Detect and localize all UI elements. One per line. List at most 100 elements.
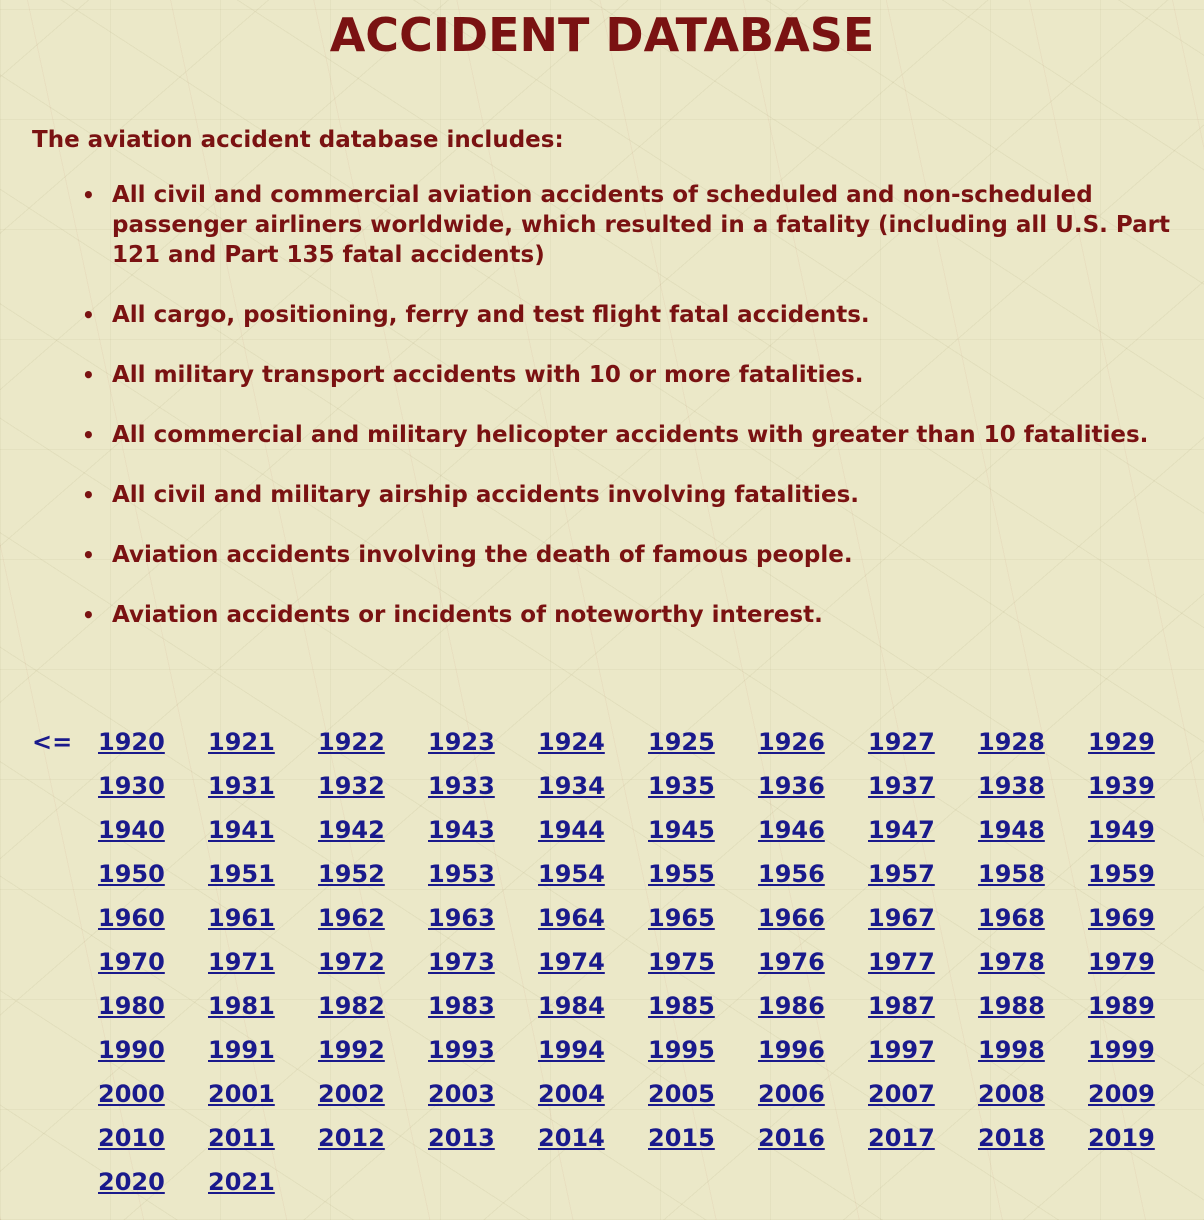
year-link-1924[interactable]: 1924 [538, 728, 605, 756]
year-link-2002[interactable]: 2002 [318, 1080, 385, 1108]
year-link-1954[interactable]: 1954 [538, 860, 605, 888]
year-link-1949[interactable]: 1949 [1088, 816, 1155, 844]
year-link-1994[interactable]: 1994 [538, 1036, 605, 1064]
year-link-1986[interactable]: 1986 [758, 992, 825, 1020]
year-link-1957[interactable]: 1957 [868, 860, 935, 888]
year-link-2001[interactable]: 2001 [208, 1080, 275, 1108]
year-link-2007[interactable]: 2007 [868, 1080, 935, 1108]
year-link-1978[interactable]: 1978 [978, 948, 1045, 976]
year-link-1945[interactable]: 1945 [648, 816, 715, 844]
year-link-1920[interactable]: 1920 [98, 728, 165, 756]
year-link-1944[interactable]: 1944 [538, 816, 605, 844]
year-link-1971[interactable]: 1971 [208, 948, 275, 976]
year-link-1988[interactable]: 1988 [978, 992, 1045, 1020]
year-link-1993[interactable]: 1993 [428, 1036, 495, 1064]
year-link-1923[interactable]: 1923 [428, 728, 495, 756]
year-link-1998[interactable]: 1998 [978, 1036, 1045, 1064]
year-link-1958[interactable]: 1958 [978, 860, 1045, 888]
year-link-1982[interactable]: 1982 [318, 992, 385, 1020]
year-link-1984[interactable]: 1984 [538, 992, 605, 1020]
year-link-1973[interactable]: 1973 [428, 948, 495, 976]
year-link-1995[interactable]: 1995 [648, 1036, 715, 1064]
year-link-1934[interactable]: 1934 [538, 772, 605, 800]
year-link-1939[interactable]: 1939 [1088, 772, 1155, 800]
year-link-2017[interactable]: 2017 [868, 1124, 935, 1152]
year-link-1950[interactable]: 1950 [98, 860, 165, 888]
year-link-2016[interactable]: 2016 [758, 1124, 825, 1152]
year-link-1976[interactable]: 1976 [758, 948, 825, 976]
year-link-1953[interactable]: 1953 [428, 860, 495, 888]
year-link-1935[interactable]: 1935 [648, 772, 715, 800]
year-link-1991[interactable]: 1991 [208, 1036, 275, 1064]
year-link-1967[interactable]: 1967 [868, 904, 935, 932]
year-link-1960[interactable]: 1960 [98, 904, 165, 932]
year-link-1992[interactable]: 1992 [318, 1036, 385, 1064]
year-link-1965[interactable]: 1965 [648, 904, 715, 932]
year-link-1955[interactable]: 1955 [648, 860, 715, 888]
year-link-1980[interactable]: 1980 [98, 992, 165, 1020]
year-link-1962[interactable]: 1962 [318, 904, 385, 932]
year-link-1951[interactable]: 1951 [208, 860, 275, 888]
year-link-1977[interactable]: 1977 [868, 948, 935, 976]
year-link-2008[interactable]: 2008 [978, 1080, 1045, 1108]
year-link-2003[interactable]: 2003 [428, 1080, 495, 1108]
year-link-1922[interactable]: 1922 [318, 728, 385, 756]
year-link-1987[interactable]: 1987 [868, 992, 935, 1020]
year-link-1921[interactable]: 1921 [208, 728, 275, 756]
year-link-1975[interactable]: 1975 [648, 948, 715, 976]
year-link-2019[interactable]: 2019 [1088, 1124, 1155, 1152]
year-link-1936[interactable]: 1936 [758, 772, 825, 800]
year-link-1947[interactable]: 1947 [868, 816, 935, 844]
year-link-1969[interactable]: 1969 [1088, 904, 1155, 932]
year-link-1981[interactable]: 1981 [208, 992, 275, 1020]
year-link-2018[interactable]: 2018 [978, 1124, 1045, 1152]
back-link[interactable]: <= [32, 728, 73, 756]
year-link-1942[interactable]: 1942 [318, 816, 385, 844]
year-link-1985[interactable]: 1985 [648, 992, 715, 1020]
year-link-1956[interactable]: 1956 [758, 860, 825, 888]
year-link-1926[interactable]: 1926 [758, 728, 825, 756]
year-link-2012[interactable]: 2012 [318, 1124, 385, 1152]
year-link-2021[interactable]: 2021 [208, 1168, 275, 1196]
year-link-1930[interactable]: 1930 [98, 772, 165, 800]
year-link-1997[interactable]: 1997 [868, 1036, 935, 1064]
year-link-1952[interactable]: 1952 [318, 860, 385, 888]
year-link-2009[interactable]: 2009 [1088, 1080, 1155, 1108]
year-link-1937[interactable]: 1937 [868, 772, 935, 800]
year-link-1940[interactable]: 1940 [98, 816, 165, 844]
year-link-2011[interactable]: 2011 [208, 1124, 275, 1152]
year-link-1999[interactable]: 1999 [1088, 1036, 1155, 1064]
year-link-1968[interactable]: 1968 [978, 904, 1045, 932]
year-link-1943[interactable]: 1943 [428, 816, 495, 844]
year-link-1925[interactable]: 1925 [648, 728, 715, 756]
year-link-2013[interactable]: 2013 [428, 1124, 495, 1152]
year-link-1963[interactable]: 1963 [428, 904, 495, 932]
year-link-1929[interactable]: 1929 [1088, 728, 1155, 756]
year-link-1946[interactable]: 1946 [758, 816, 825, 844]
year-link-2015[interactable]: 2015 [648, 1124, 715, 1152]
year-link-1959[interactable]: 1959 [1088, 860, 1155, 888]
year-link-1933[interactable]: 1933 [428, 772, 495, 800]
year-link-1932[interactable]: 1932 [318, 772, 385, 800]
year-link-2014[interactable]: 2014 [538, 1124, 605, 1152]
year-link-1974[interactable]: 1974 [538, 948, 605, 976]
year-link-1961[interactable]: 1961 [208, 904, 275, 932]
year-link-2004[interactable]: 2004 [538, 1080, 605, 1108]
year-link-2000[interactable]: 2000 [98, 1080, 165, 1108]
year-link-1983[interactable]: 1983 [428, 992, 495, 1020]
year-link-2010[interactable]: 2010 [98, 1124, 165, 1152]
year-link-2006[interactable]: 2006 [758, 1080, 825, 1108]
year-link-1941[interactable]: 1941 [208, 816, 275, 844]
year-link-1938[interactable]: 1938 [978, 772, 1045, 800]
year-link-1948[interactable]: 1948 [978, 816, 1045, 844]
year-link-1931[interactable]: 1931 [208, 772, 275, 800]
year-link-1964[interactable]: 1964 [538, 904, 605, 932]
year-link-1927[interactable]: 1927 [868, 728, 935, 756]
year-link-1972[interactable]: 1972 [318, 948, 385, 976]
year-link-1990[interactable]: 1990 [98, 1036, 165, 1064]
year-link-2005[interactable]: 2005 [648, 1080, 715, 1108]
year-link-1928[interactable]: 1928 [978, 728, 1045, 756]
year-link-1966[interactable]: 1966 [758, 904, 825, 932]
year-link-1996[interactable]: 1996 [758, 1036, 825, 1064]
year-link-2020[interactable]: 2020 [98, 1168, 165, 1196]
